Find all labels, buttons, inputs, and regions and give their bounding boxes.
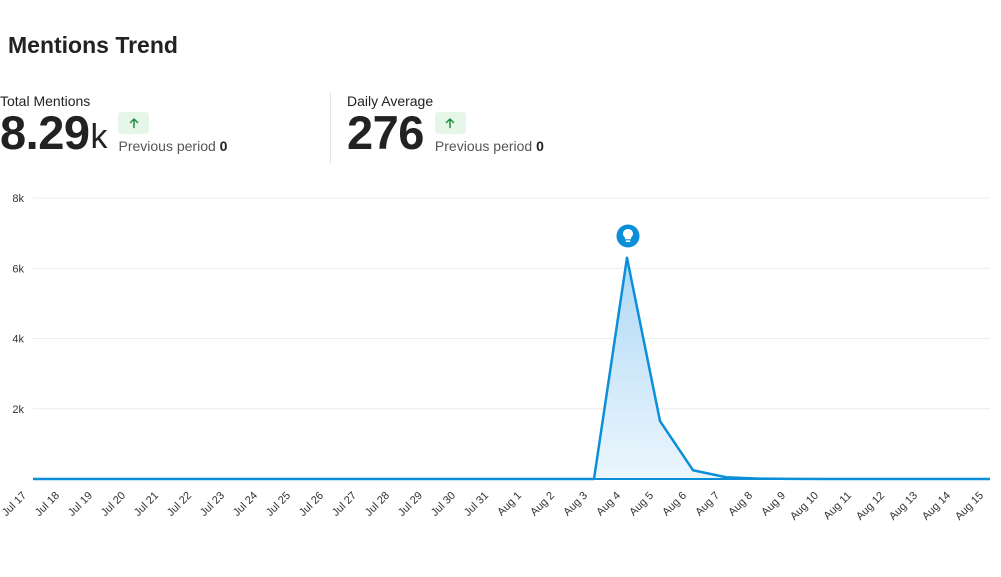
y-tick-label: 2k [12,404,24,416]
metric-daily-average: Daily Average 276 Previous period 0 [347,93,544,159]
x-tick-label: Aug 15 [953,490,986,523]
trend-badge [434,112,466,134]
metric-comparison: Previous period 0 [434,112,544,155]
series-area [33,257,990,479]
x-tick-label: Aug 4 [594,490,623,519]
x-tick-label: Aug 12 [854,490,887,523]
x-tick-label: Aug 5 [627,490,656,519]
previous-period-label: Previous period [118,138,216,154]
x-tick-label: Jul 28 [363,490,392,519]
x-tick-label: Aug 11 [822,490,855,523]
metric-row: 276 Previous period 0 [347,106,544,159]
x-tick-label: Aug 7 [693,490,722,519]
y-tick-label: 6k [12,263,24,275]
previous-period-value: 0 [536,138,544,154]
previous-period-value: 0 [219,138,228,154]
x-tick-label: Aug 6 [660,490,689,519]
metric-comparison: Previous period 0 [118,112,227,155]
x-tick-label: Jul 20 [99,490,128,519]
metric-row: 8.29 k Previous period 0 [0,106,227,159]
previous-period: Previous period 0 [118,138,227,154]
arrow-up-icon [129,118,139,129]
x-tick-label: Jul 19 [66,490,95,519]
x-tick-label: Aug 8 [726,490,755,519]
previous-period: Previous period 0 [435,138,544,154]
y-tick-label: 4k [12,334,24,346]
metric-label: Total Mentions [0,93,91,109]
x-tick-label: Jul 31 [462,490,491,519]
metric-unit: k [90,118,108,156]
x-tick-label: Aug 9 [759,490,788,519]
x-tick-label: Aug 10 [788,490,821,523]
x-tick-label: Aug 14 [920,490,953,523]
x-tick-label: Aug 1 [495,490,524,519]
x-tick-label: Jul 18 [33,490,62,519]
annotation-marker [614,222,642,250]
x-tick-label: Aug 13 [887,490,920,523]
x-tick-label: Jul 29 [396,490,425,519]
metric-value: 8.29 [0,106,90,159]
x-tick-label: Jul 27 [330,490,359,519]
previous-period-label: Previous period [434,138,533,154]
metric-divider [330,93,331,163]
x-tick-label: Jul 22 [165,490,194,519]
lightbulb-icon [623,229,633,242]
series-line [33,256,990,481]
x-tick-label: Aug 2 [528,490,557,519]
x-tick-label: Jul 17 [0,490,29,519]
y-tick-label: 8k [12,193,24,205]
x-tick-label: Jul 25 [264,490,293,519]
arrow-up-icon [446,118,455,129]
page-title: Mentions Trend [8,32,178,58]
x-tick-label: Jul 21 [132,490,161,519]
metric-label: Daily Average [347,93,434,109]
metric-total-mentions: Total Mentions 8.29 k Previous period 0 [0,93,227,159]
x-tick-label: Jul 23 [198,490,227,519]
x-tick-label: Aug 3 [561,490,590,519]
x-tick-label: Jul 30 [429,490,458,519]
x-tick-label: Jul 26 [297,490,326,519]
x-tick-label: Jul 24 [231,490,260,519]
metric-value: 276 [347,106,424,159]
trend-badge [118,112,150,134]
